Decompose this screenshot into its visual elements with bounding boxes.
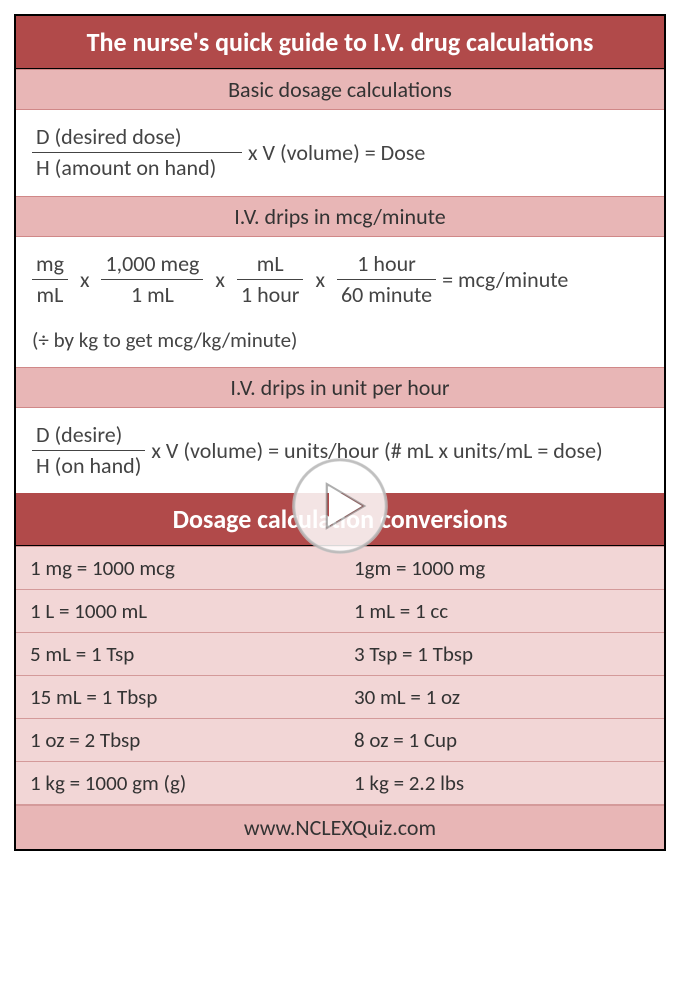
conversion-cell: 1 oz = 2 Tbsp	[16, 719, 340, 762]
mcg-note: (÷ by kg to get mcg/kg/minute)	[32, 327, 648, 353]
units-fraction: D (desire) H (on hand)	[32, 422, 145, 480]
section-mcg-heading: I.V. drips in mcg/minute	[16, 196, 664, 237]
section-mcg-content: mgmL x 1,000 meg1 mL x mL1 hour x 1 hour…	[16, 237, 664, 367]
conversion-cell: 1 mL = 1 cc	[340, 590, 664, 633]
conversions-heading: Dosage calculation conversions	[16, 493, 664, 546]
conversion-cell: 1 L = 1000 mL	[16, 590, 340, 633]
conversion-cell: 5 mL = 1 Tsp	[16, 633, 340, 676]
footer-url: www.NCLEXQuiz.com	[16, 805, 664, 849]
conversion-cell: 1 kg = 1000 gm (g)	[16, 762, 340, 805]
section-units-heading: I.V. drips in unit per hour	[16, 367, 664, 408]
conversion-cell: 1gm = 1000 mg	[340, 547, 664, 590]
table-row: 5 mL = 1 Tsp3 Tsp = 1 Tbsp	[16, 633, 664, 676]
conversion-cell: 1 mg = 1000 mcg	[16, 547, 340, 590]
main-title: The nurse's quick guide to I.V. drug cal…	[16, 16, 664, 69]
guide-card: The nurse's quick guide to I.V. drug cal…	[14, 14, 666, 851]
section-basic-content: D (desired dose) H (amount on hand) x V …	[16, 110, 664, 196]
conversion-cell: 1 kg = 2.2 lbs	[340, 762, 664, 805]
conversion-cell: 3 Tsp = 1 Tbsp	[340, 633, 664, 676]
basic-tail: x V (volume) = Dose	[248, 139, 425, 166]
units-tail: x V (volume) = units/hour (# mL x units/…	[151, 437, 602, 464]
mcg-result: = mcg/minute	[442, 266, 568, 293]
table-row: 1 mg = 1000 mcg1gm = 1000 mg	[16, 547, 664, 590]
conversion-cell: 15 mL = 1 Tbsp	[16, 676, 340, 719]
table-row: 1 kg = 1000 gm (g)1 kg = 2.2 lbs	[16, 762, 664, 805]
conversion-cell: 30 mL = 1 oz	[340, 676, 664, 719]
conversion-cell: 8 oz = 1 Cup	[340, 719, 664, 762]
section-units-content: D (desire) H (on hand) x V (volume) = un…	[16, 408, 664, 494]
conversions-table: 1 mg = 1000 mcg1gm = 1000 mg1 L = 1000 m…	[16, 546, 664, 805]
section-basic-heading: Basic dosage calculations	[16, 69, 664, 110]
table-row: 1 oz = 2 Tbsp8 oz = 1 Cup	[16, 719, 664, 762]
basic-fraction: D (desired dose) H (amount on hand)	[32, 124, 242, 182]
table-row: 15 mL = 1 Tbsp30 mL = 1 oz	[16, 676, 664, 719]
table-row: 1 L = 1000 mL1 mL = 1 cc	[16, 590, 664, 633]
